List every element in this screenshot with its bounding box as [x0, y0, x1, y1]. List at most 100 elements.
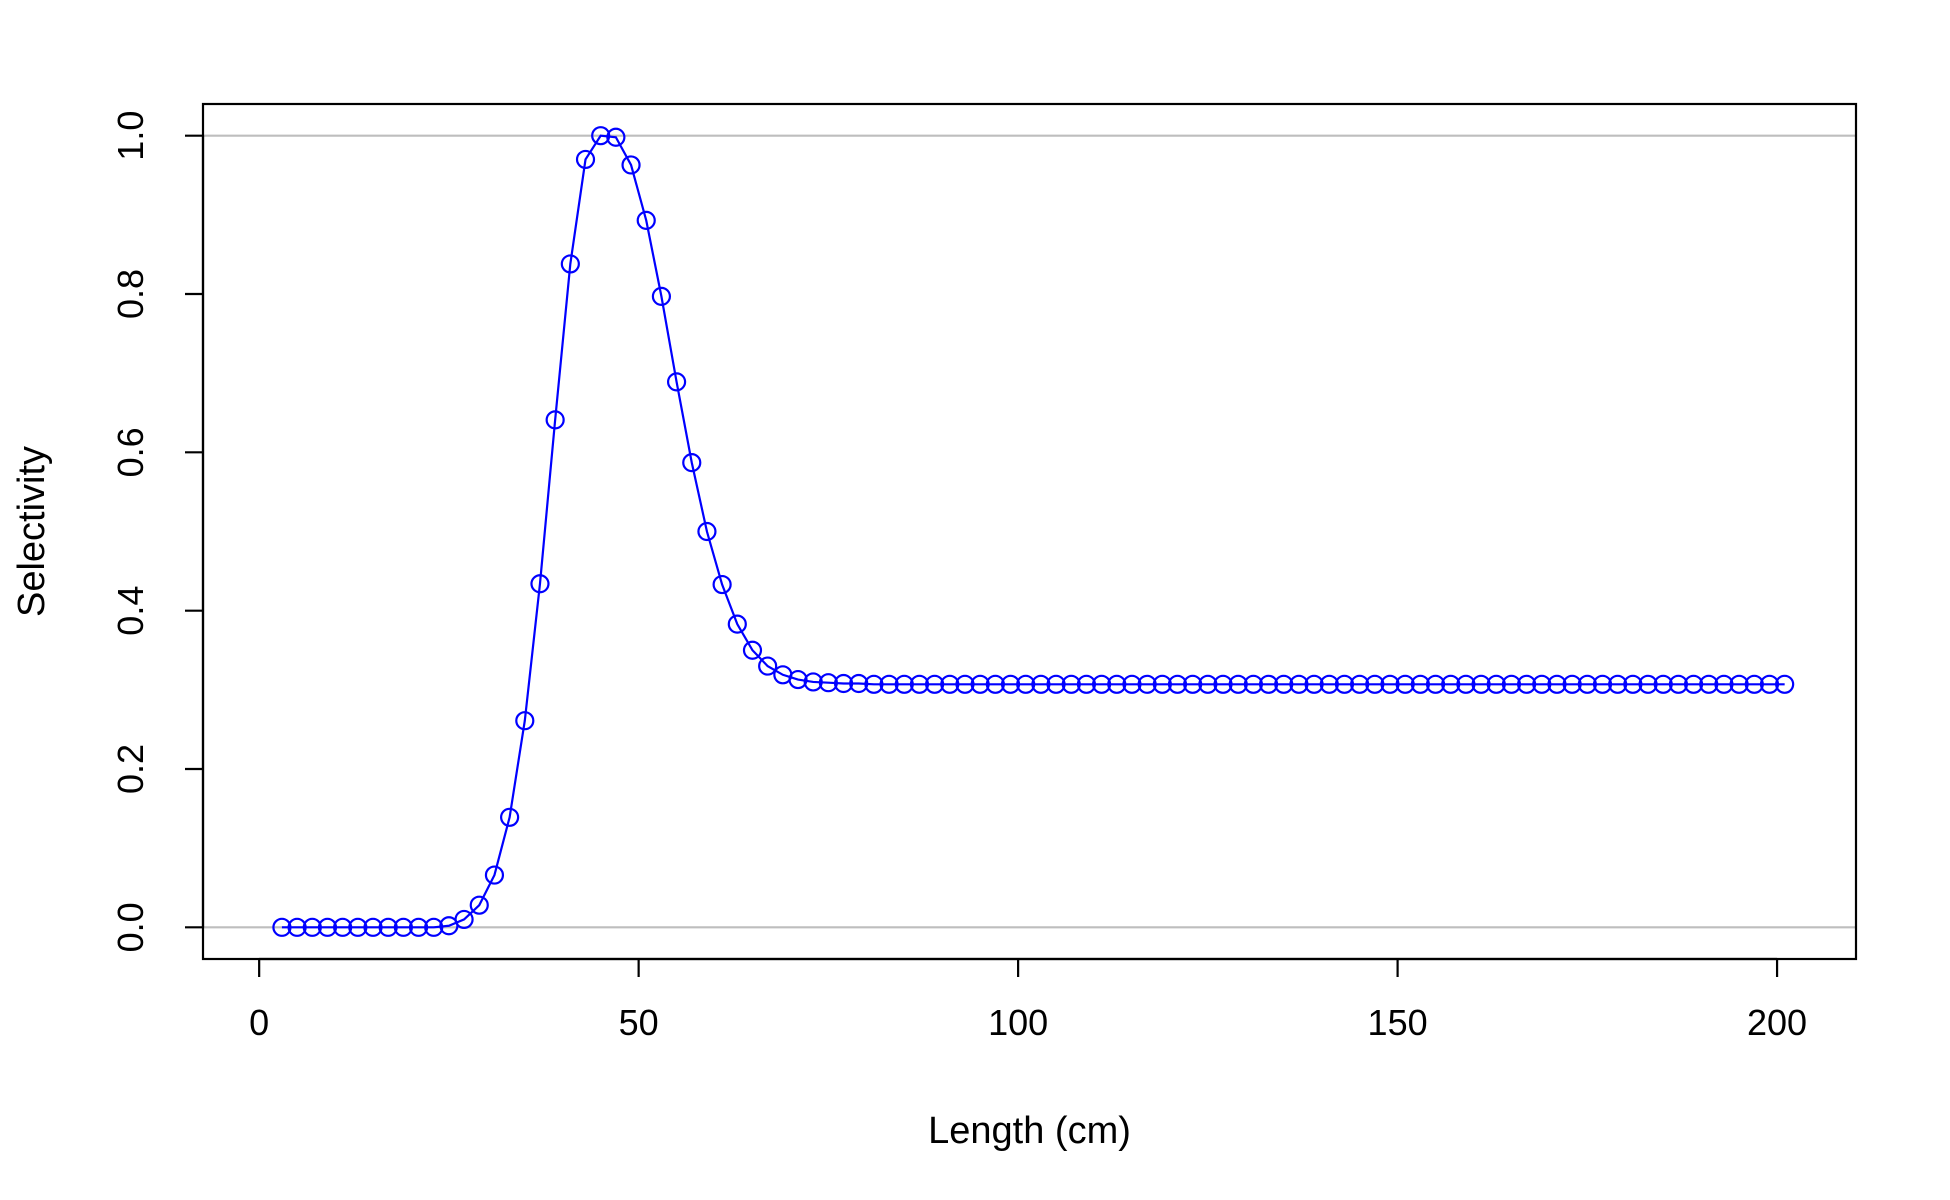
data-point [1319, 674, 1339, 694]
data-point [560, 254, 580, 274]
data-point [1441, 674, 1461, 694]
data-point [727, 614, 747, 634]
data-point [530, 574, 550, 594]
data-point [1076, 674, 1097, 694]
data-point [378, 917, 398, 937]
y-axis: 0.0 0.2 0.4 0.6 0.8 1.0 [110, 111, 205, 952]
data-point [666, 372, 687, 392]
data-point [1486, 674, 1506, 694]
y-tick-label: 0.2 [110, 744, 151, 794]
data-point [1714, 674, 1734, 694]
data-point [1592, 674, 1613, 694]
data-point [682, 453, 702, 473]
data-point [636, 210, 656, 230]
data-point [1577, 674, 1597, 694]
y-tick-label: 0.6 [110, 427, 151, 477]
data-point [454, 909, 474, 930]
data-point [1623, 674, 1643, 694]
data-point [1152, 674, 1172, 694]
data-point [1365, 674, 1385, 694]
series-layer [272, 126, 1795, 937]
data-point [1759, 674, 1780, 694]
data-point [864, 674, 884, 694]
data-point [651, 286, 672, 306]
y-tick-label: 0.4 [110, 586, 151, 636]
data-point [1213, 674, 1233, 694]
data-point [1137, 674, 1157, 694]
data-point [500, 807, 520, 827]
data-point [1410, 674, 1430, 694]
data-point [272, 917, 292, 937]
data-point [469, 895, 489, 915]
data-points [272, 126, 1795, 937]
data-point [1729, 674, 1749, 694]
data-point [424, 917, 444, 937]
x-tick-label: 200 [1747, 1002, 1807, 1043]
data-point [591, 126, 611, 146]
data-point [788, 669, 808, 690]
x-tick-label: 150 [1368, 1002, 1428, 1043]
data-point [1122, 674, 1142, 694]
data-point [1699, 674, 1719, 694]
x-tick-label: 100 [988, 1002, 1048, 1043]
y-tick-label: 0.8 [110, 269, 151, 319]
y-tick-label: 0.0 [110, 902, 151, 952]
data-point [1031, 674, 1051, 694]
x-axis: 0 50 100 150 200 [249, 957, 1807, 1043]
data-point [363, 917, 383, 937]
data-point [909, 674, 930, 694]
data-point [287, 917, 307, 937]
x-tick-label: 0 [249, 1002, 269, 1043]
data-point [1258, 674, 1279, 694]
data-point [317, 917, 338, 937]
data-point [1471, 674, 1491, 694]
data-point [1425, 674, 1446, 694]
data-point [1334, 674, 1355, 694]
data-point [712, 574, 732, 595]
data-point [1456, 674, 1476, 694]
data-point [333, 917, 353, 937]
x-tick-label: 50 [619, 1002, 659, 1043]
data-point [940, 674, 960, 694]
data-point [1744, 674, 1764, 694]
data-point [575, 149, 596, 170]
data-point [1683, 674, 1704, 694]
data-point [1046, 674, 1066, 694]
data-point [742, 640, 763, 660]
data-point [621, 155, 641, 175]
data-point [1198, 674, 1218, 694]
data-point [985, 674, 1005, 694]
data-point [1228, 674, 1248, 694]
data-point [515, 711, 535, 731]
data-point [925, 674, 945, 694]
data-point [970, 674, 990, 694]
data-point [1274, 674, 1294, 694]
data-point [1380, 674, 1400, 694]
data-point [1243, 674, 1263, 694]
data-point [758, 656, 778, 676]
data-point [955, 674, 975, 694]
data-point [1092, 674, 1112, 694]
data-point [1289, 674, 1309, 694]
data-point [803, 672, 823, 692]
data-point [1304, 674, 1324, 694]
data-point [833, 673, 854, 694]
y-axis-title: Selectivity [11, 446, 53, 617]
data-point [408, 917, 429, 937]
data-point [1653, 674, 1673, 694]
data-point [879, 674, 899, 694]
data-point [1016, 674, 1036, 694]
data-point [1107, 674, 1127, 694]
data-point [1183, 674, 1203, 694]
reference-lines [203, 134, 1856, 929]
data-point [1167, 674, 1188, 694]
data-point [545, 410, 565, 430]
data-point [1350, 674, 1370, 694]
data-point [484, 865, 505, 885]
data-point [302, 917, 322, 937]
data-point [393, 917, 413, 937]
data-point [1501, 674, 1522, 694]
data-point [1061, 674, 1081, 694]
